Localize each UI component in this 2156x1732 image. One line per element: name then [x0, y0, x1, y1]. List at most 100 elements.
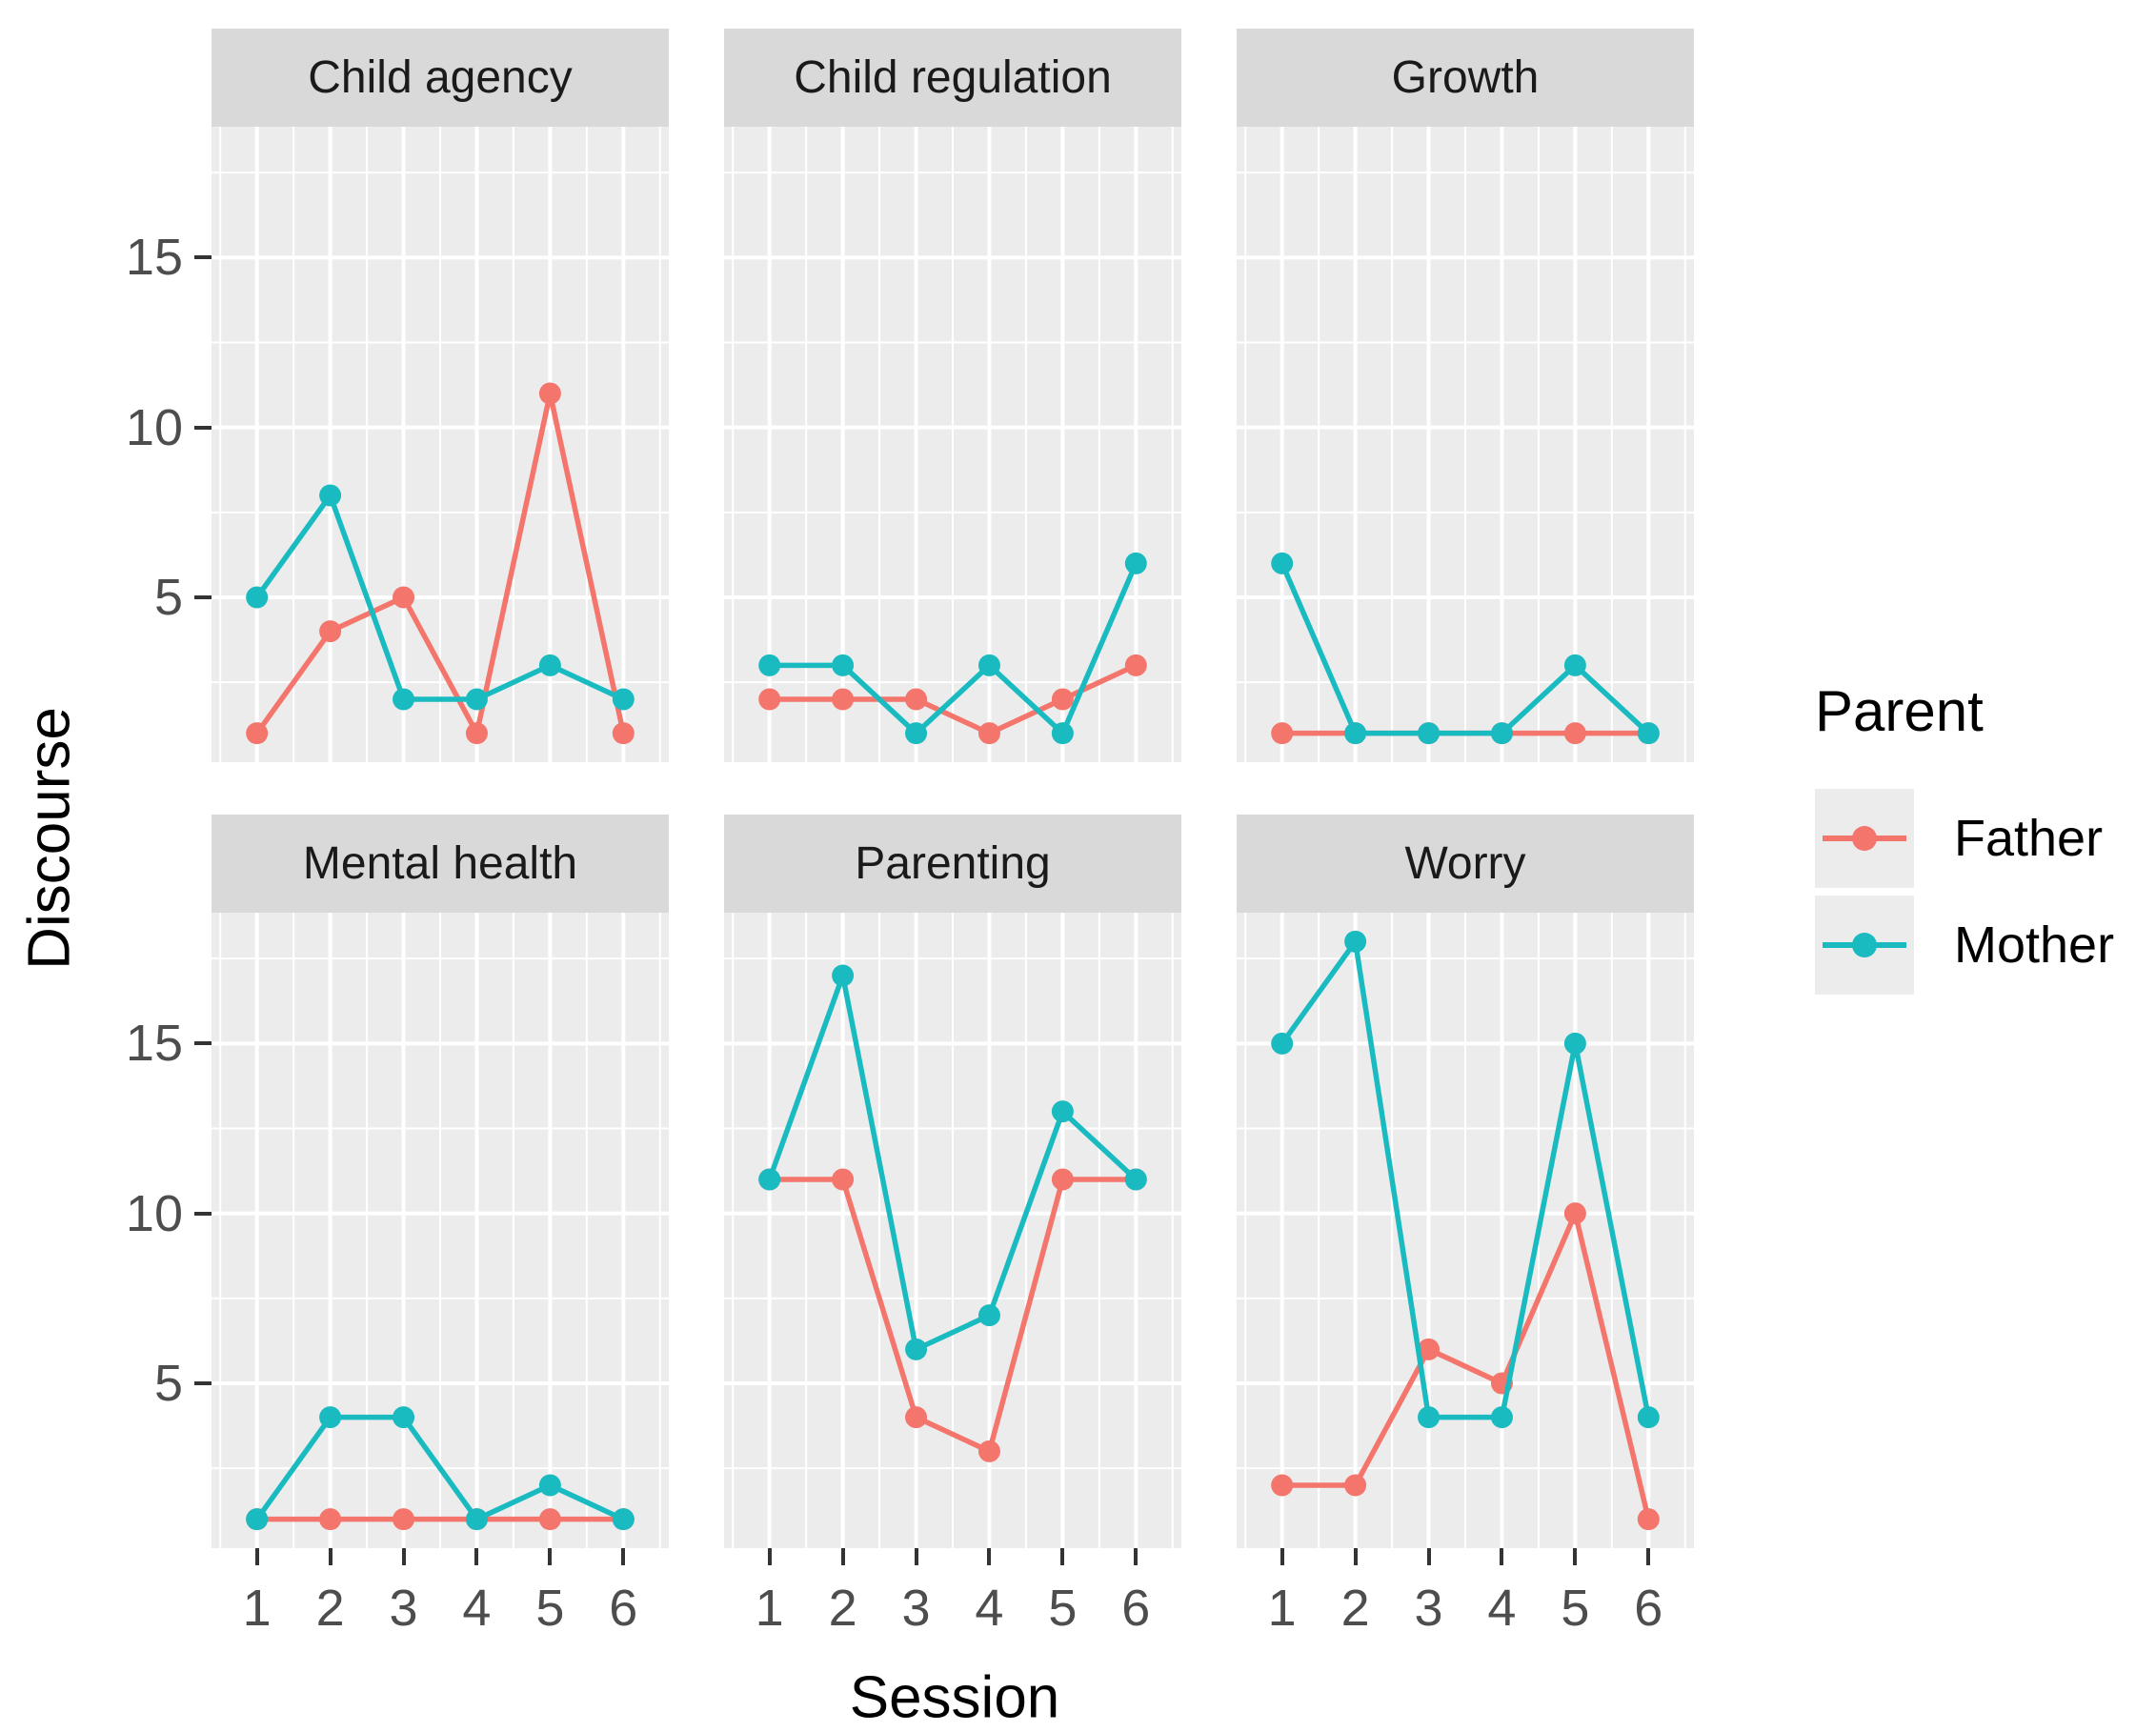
data-point [246, 722, 269, 745]
data-point [1563, 1202, 1586, 1225]
x-tick-mark [548, 1548, 553, 1565]
major-gridlines [212, 913, 669, 1548]
x-tick-label: 6 [1634, 1580, 1663, 1637]
data-point [1563, 654, 1586, 676]
data-point [1344, 930, 1367, 953]
mother-line-swatch [1815, 896, 1914, 995]
legend-label-mother: Mother [1954, 916, 2115, 974]
x-tick-mark [1500, 1548, 1504, 1565]
data-point [1344, 1474, 1367, 1497]
data-point [1344, 722, 1367, 745]
legend-point [1852, 933, 1877, 957]
minor-gridlines [724, 913, 1181, 1548]
series-mother-points [246, 1406, 635, 1531]
data-point [1124, 552, 1147, 574]
data-point [758, 1168, 781, 1191]
x-tick-label: 3 [1414, 1580, 1443, 1637]
y-tick-label: 5 [153, 569, 183, 626]
data-point [1271, 1474, 1294, 1497]
x-tick-mark [328, 1548, 332, 1565]
data-point [1637, 1406, 1660, 1429]
facet-plot-growth [1237, 127, 1694, 762]
data-point [612, 688, 635, 711]
x-tick-label: 6 [609, 1580, 638, 1637]
series-mother-line [767, 965, 1138, 1354]
x-tick-label: 4 [462, 1580, 492, 1637]
legend-parent: Parent Father Mother [1815, 678, 2148, 995]
y-tick-label: 10 [125, 1184, 183, 1242]
data-point [1271, 1032, 1294, 1055]
x-tick-label: 1 [1267, 1580, 1297, 1637]
data-point [905, 1338, 928, 1360]
x-tick-mark [840, 1548, 845, 1565]
x-tick-mark [914, 1548, 918, 1565]
x-tick-label: 2 [1340, 1580, 1370, 1637]
series-mother-line [1279, 562, 1651, 736]
facet-panel-growth [1237, 127, 1694, 762]
data-point [1418, 1406, 1441, 1429]
facet-plot-worry [1237, 913, 1694, 1548]
data-point [393, 688, 415, 711]
series-mother-points [1271, 552, 1660, 745]
data-point [1418, 1338, 1441, 1360]
data-point [538, 654, 561, 676]
x-tick-label: 2 [828, 1580, 857, 1637]
facet-strip-child-agency: Child agency [212, 29, 669, 127]
data-point [538, 1474, 561, 1497]
y-tick-mark [194, 1381, 212, 1385]
x-tick-label: 2 [315, 1580, 345, 1637]
series-father-points [758, 1168, 1147, 1462]
major-gridlines [1237, 913, 1694, 1548]
data-point [1563, 722, 1586, 745]
series-father-points [246, 382, 635, 745]
x-tick-mark [1646, 1548, 1651, 1565]
data-point [1051, 1168, 1074, 1191]
data-point [1418, 722, 1441, 745]
data-point [1124, 1168, 1147, 1191]
x-tick-mark [987, 1548, 992, 1565]
data-point [612, 722, 635, 745]
data-point [832, 654, 855, 676]
x-tick-mark [1279, 1548, 1284, 1565]
x-tick-mark [1573, 1548, 1578, 1565]
minor-gridlines [724, 127, 1181, 762]
legend-title: Parent [1815, 679, 1984, 743]
y-tick-mark [194, 255, 212, 260]
series-father-points [246, 1508, 635, 1531]
facet-strip-parenting: Parenting [724, 815, 1181, 913]
data-point [393, 1508, 415, 1531]
data-point [393, 1406, 415, 1429]
facet-plot-mental-health [212, 913, 669, 1548]
facet-strip-child-regulation: Child regulation [724, 29, 1181, 127]
x-tick-mark [621, 1548, 626, 1565]
data-point [319, 484, 342, 507]
data-point [1051, 722, 1074, 745]
minor-gridlines [212, 127, 669, 762]
series-father-line [254, 393, 626, 741]
data-point [1271, 552, 1294, 574]
x-tick-label: 1 [755, 1580, 784, 1637]
series-father-points [1271, 1202, 1660, 1531]
data-point [832, 964, 855, 987]
x-tick-mark [474, 1548, 479, 1565]
data-point [319, 620, 342, 643]
facet-panel-parenting [724, 913, 1181, 1548]
series-mother-line [254, 490, 625, 702]
data-point [612, 1508, 635, 1531]
x-axis-title: Session [849, 1664, 1060, 1731]
x-tick-label: 5 [535, 1580, 565, 1637]
facet-panel-child-agency [212, 127, 669, 762]
data-point [977, 1440, 1000, 1462]
data-point [905, 688, 928, 711]
x-tick-label: 1 [242, 1580, 272, 1637]
y-tick-label: 15 [125, 229, 183, 287]
x-tick-mark [767, 1548, 772, 1565]
data-point [1271, 722, 1294, 745]
data-point [465, 688, 488, 711]
data-point [977, 654, 1000, 676]
data-point [1563, 1032, 1586, 1055]
y-tick-mark [194, 1211, 212, 1216]
data-point [393, 586, 415, 609]
data-point [1051, 688, 1074, 711]
